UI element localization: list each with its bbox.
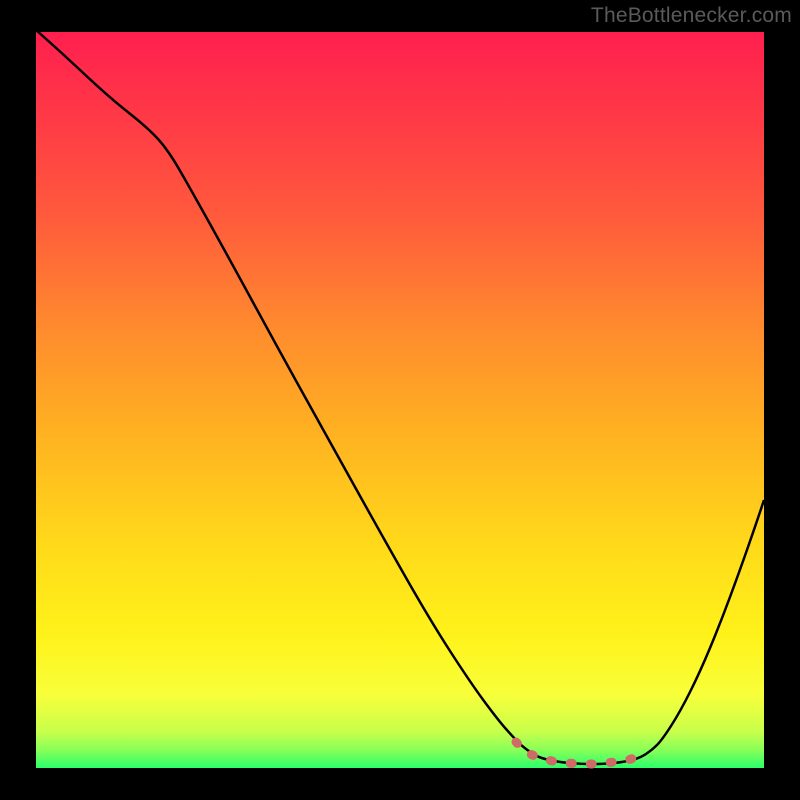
chart-svg <box>0 0 800 800</box>
chart-root: TheBottlenecker.com <box>0 0 800 800</box>
gradient-panel <box>36 32 764 768</box>
